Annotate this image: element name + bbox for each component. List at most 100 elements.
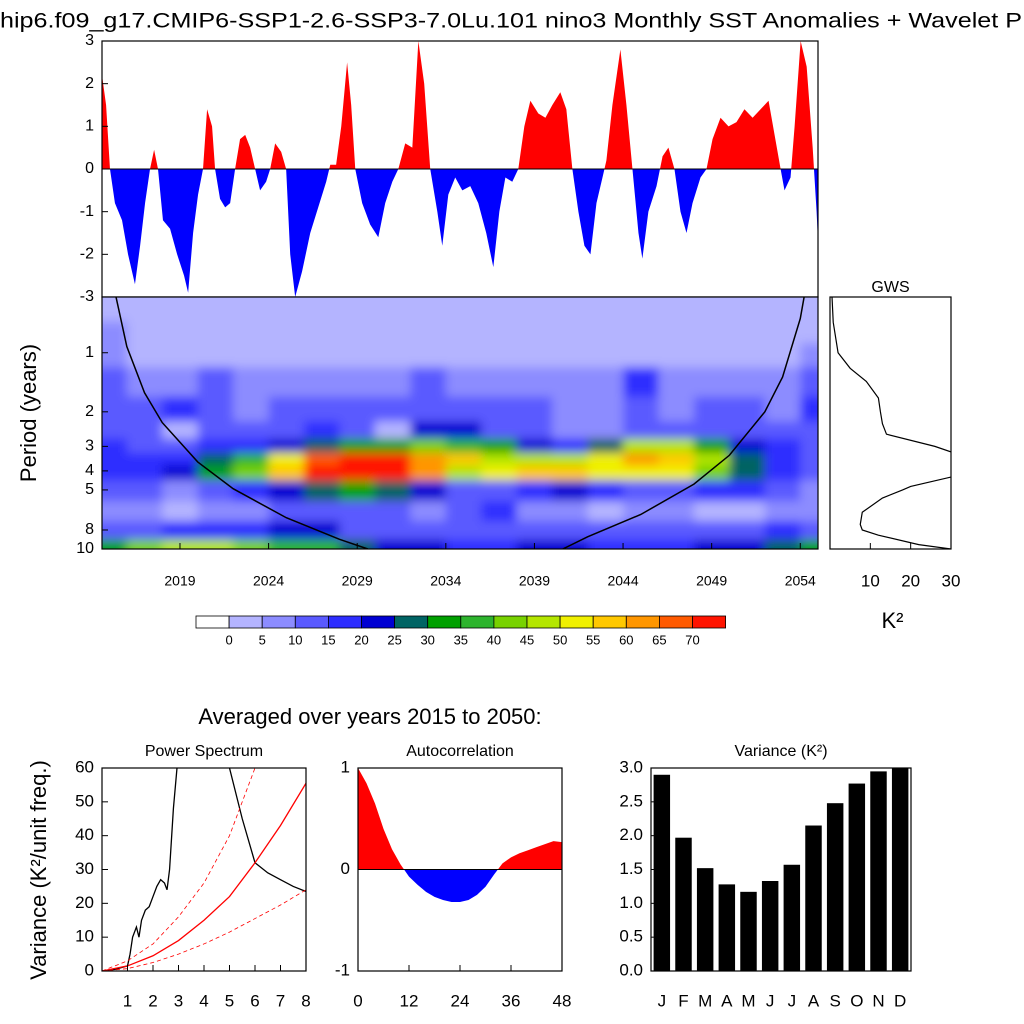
power-cell	[800, 452, 818, 466]
power-cell	[268, 321, 305, 344]
x-tick-label: 1	[123, 991, 132, 1010]
power-cell	[764, 452, 801, 466]
y-tick-label: 2	[85, 75, 94, 92]
power-cell	[304, 452, 340, 466]
power-cell	[197, 421, 234, 440]
power-cell	[481, 480, 518, 502]
power-cell	[374, 452, 411, 466]
power-cell	[623, 396, 659, 422]
colorbar-box	[692, 615, 726, 629]
colorbar-box	[228, 615, 263, 629]
power-cell	[268, 521, 305, 540]
power-cell	[233, 297, 270, 322]
power-cell	[516, 396, 553, 422]
power-cell	[445, 501, 482, 522]
colorbar-label: 60	[619, 632, 633, 647]
y-tick-label: 40	[75, 825, 94, 844]
power-cell	[658, 465, 695, 481]
power-cell	[800, 396, 818, 422]
x-axis-label: K²	[882, 608, 904, 633]
power-cell	[729, 367, 766, 398]
power-cell	[693, 501, 730, 522]
power-cell	[162, 367, 199, 398]
power-cell	[233, 367, 270, 398]
power-cell	[304, 343, 340, 368]
power-cell	[729, 438, 766, 454]
colorbar-box	[394, 615, 429, 629]
y-tick-label: 5	[85, 481, 94, 498]
power-cell	[587, 539, 624, 549]
power-cell	[764, 521, 801, 540]
power-cell	[587, 396, 624, 422]
power-cell	[339, 521, 376, 540]
power-cell	[374, 539, 411, 549]
power-cell	[102, 452, 128, 466]
power-cell	[339, 452, 376, 466]
power-cell	[800, 343, 818, 368]
x-tick-label: 0	[353, 991, 362, 1010]
power-cell	[729, 343, 766, 368]
power-cell	[445, 321, 482, 344]
y-tick-label: -2	[80, 246, 94, 263]
power-cell	[693, 438, 730, 454]
power-cell	[268, 343, 305, 368]
power-cell	[445, 539, 482, 549]
x-tick-label: 2019	[164, 573, 195, 589]
power-cell	[764, 343, 801, 368]
x-tick-label: M	[698, 991, 712, 1010]
y-tick-label: 0	[341, 859, 350, 878]
power-cell	[102, 396, 128, 422]
power-field	[102, 297, 818, 549]
power-cell	[729, 297, 766, 322]
power-cell	[197, 321, 234, 344]
power-cell	[233, 539, 270, 549]
y-tick-label: 1	[85, 344, 94, 361]
power-cell	[339, 465, 376, 481]
power-cell	[587, 343, 624, 368]
power-cell	[410, 297, 447, 322]
power-cell	[233, 321, 270, 344]
x-tick-label: 4	[199, 991, 208, 1010]
power-cell	[102, 367, 128, 398]
y-tick-label: 2	[85, 403, 94, 420]
power-cell	[410, 539, 447, 549]
power-cell	[126, 343, 163, 368]
colorbar-box	[659, 615, 693, 629]
power-cell	[339, 421, 376, 440]
power-cell	[268, 438, 305, 454]
panel-title: Autocorrelation	[406, 743, 514, 760]
y-tick-label: 30	[75, 859, 94, 878]
power-cell	[516, 321, 553, 344]
power-cell	[481, 343, 518, 368]
y-tick-label: 3	[85, 32, 94, 49]
power-cell	[552, 452, 589, 466]
power-cell	[516, 343, 553, 368]
colorbar-label: 40	[487, 632, 501, 647]
power-cell	[162, 343, 199, 368]
power-cell	[268, 465, 305, 481]
power-cell	[587, 367, 624, 398]
power-cell	[410, 421, 447, 440]
bar	[826, 803, 844, 971]
x-tick-label: F	[678, 991, 688, 1010]
colorbar-label: 55	[586, 632, 600, 647]
power-cell	[102, 521, 128, 540]
spectrum-line	[102, 782, 306, 971]
colorbar-box	[526, 615, 561, 629]
power-cell	[516, 480, 553, 502]
y-tick-label: 3.0	[619, 757, 643, 776]
y-tick-label: 1	[341, 757, 350, 776]
power-cell	[304, 367, 340, 398]
x-tick-label: 2049	[696, 573, 727, 589]
power-cell	[410, 452, 447, 466]
power-cell	[162, 321, 199, 344]
power-cell	[729, 480, 766, 502]
power-cell	[623, 452, 659, 466]
power-cell	[233, 501, 270, 522]
x-tick-label: M	[741, 991, 755, 1010]
power-cell	[339, 297, 376, 322]
power-cell	[445, 421, 482, 440]
anomaly-area	[358, 768, 562, 902]
x-tick-label: J	[788, 991, 797, 1010]
y-tick-label: 1.5	[619, 859, 643, 878]
